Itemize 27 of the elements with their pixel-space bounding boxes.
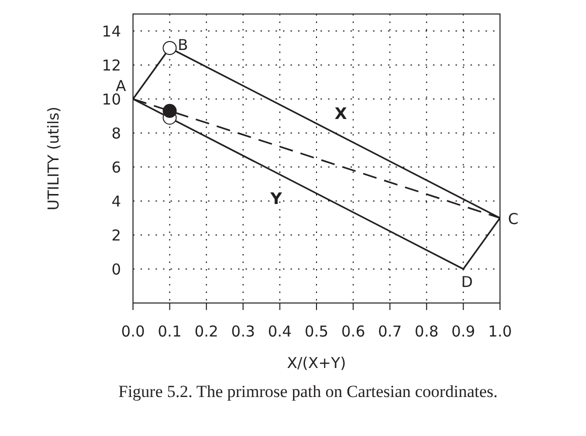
series-label: X xyxy=(334,104,348,123)
x-tick-label: 0.0 xyxy=(121,322,145,341)
y-tick-label: 2 xyxy=(111,226,121,244)
series-label: Y xyxy=(269,189,282,208)
caption: Figure 5.2. The primrose path on Cartesian coordinates. xyxy=(117,382,499,402)
y-tick-label: 14 xyxy=(102,22,121,40)
annotation: B xyxy=(178,36,188,54)
y-tick-label: 4 xyxy=(111,192,121,210)
y-tick-label: 12 xyxy=(102,56,121,74)
x-tick-label: 1.0 xyxy=(488,322,512,341)
x-tick-label: 0.8 xyxy=(414,322,439,341)
x-tick-label: 0.4 xyxy=(268,322,292,341)
x-tick-label: 0.1 xyxy=(158,322,182,341)
x-tick-label: 0.5 xyxy=(304,322,328,341)
x-tick-label: 0.3 xyxy=(231,322,256,341)
x-tick-label: 0.2 xyxy=(194,322,218,341)
y-tick-label: 0 xyxy=(111,260,121,278)
x-tick-label: 0.9 xyxy=(451,322,476,341)
y-tick-label: 8 xyxy=(111,124,121,142)
x-tick-label: 0.6 xyxy=(341,322,366,341)
y-tick-label: 10 xyxy=(102,90,121,108)
y-tick-label: 6 xyxy=(111,158,121,176)
x-tick-label: 0.7 xyxy=(378,322,402,341)
annotation: D xyxy=(461,273,473,291)
annotation: C xyxy=(508,210,518,228)
x-axis-title: X/(X+Y) xyxy=(286,354,346,372)
y-axis-title: UTILITY (utils) xyxy=(44,106,62,210)
